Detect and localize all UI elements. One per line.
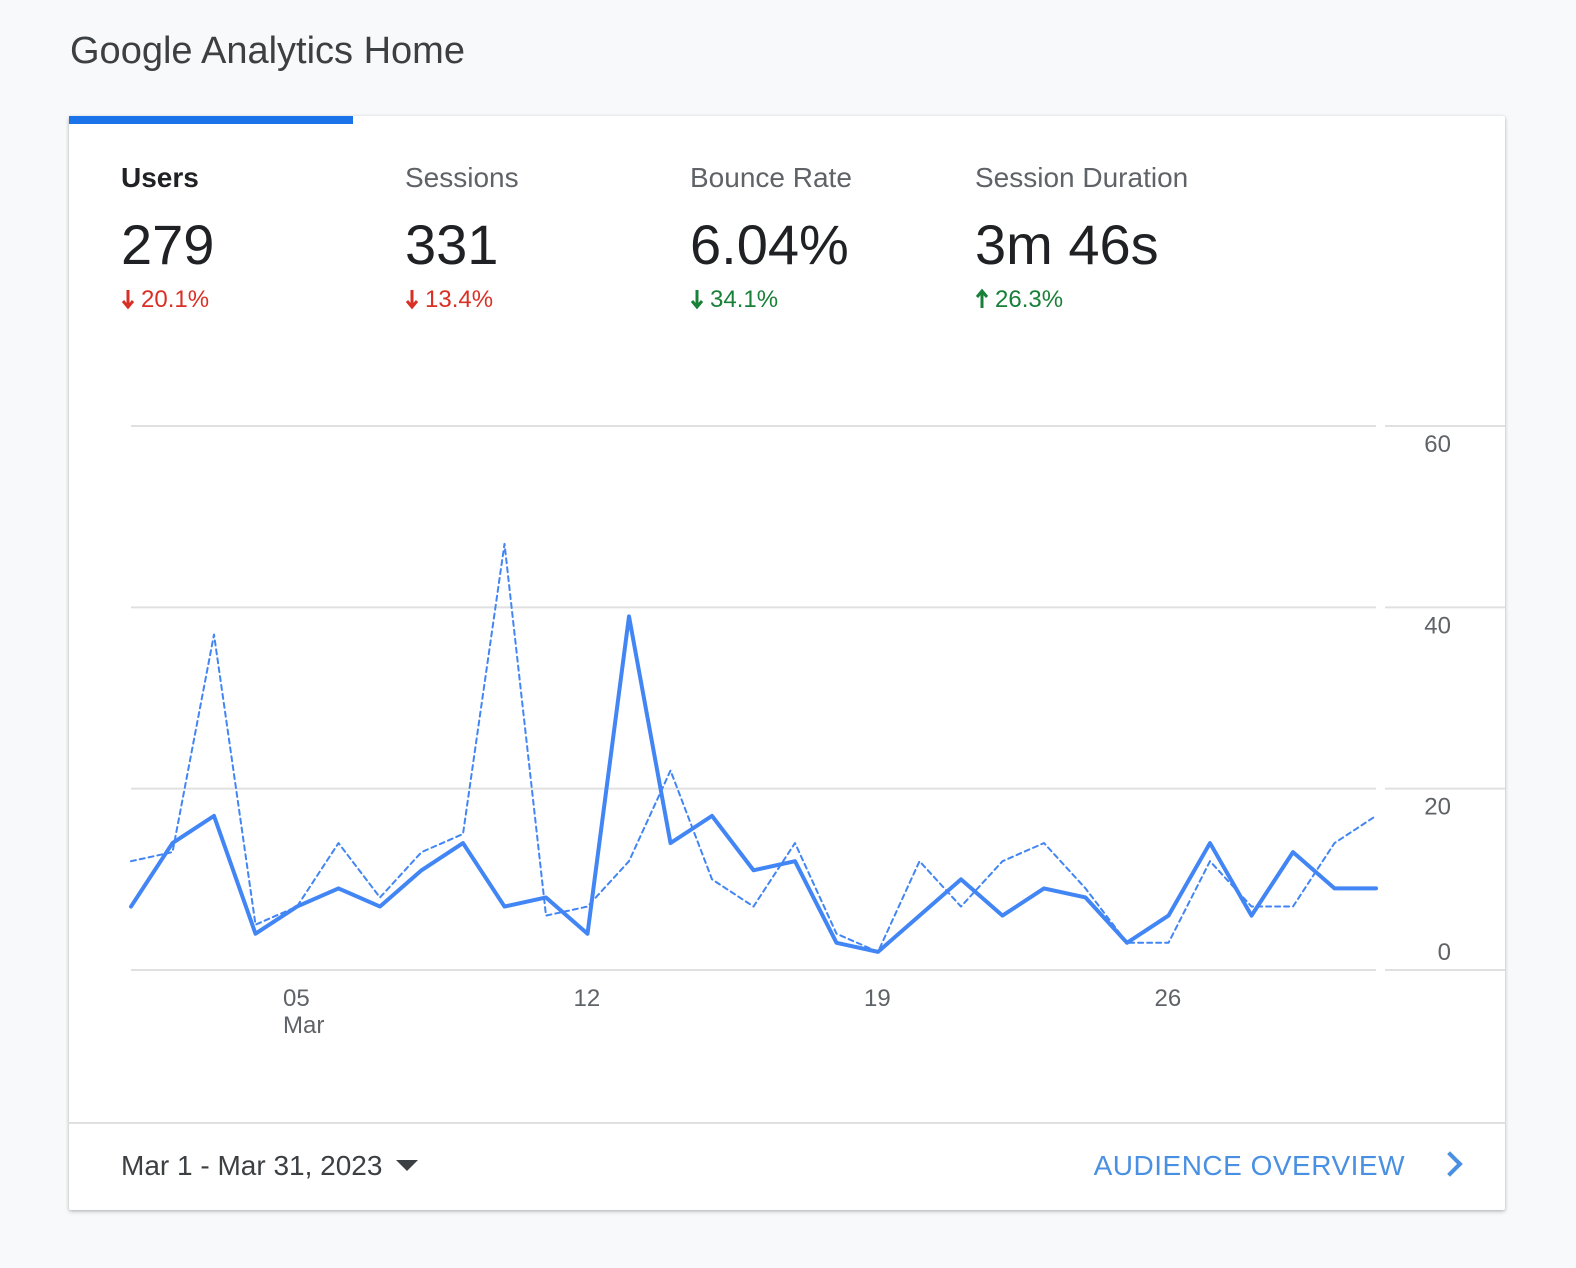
- metric-value: 3m 46s: [975, 213, 1159, 276]
- metric-label: Session Duration: [975, 162, 1189, 193]
- metric-value: 6.04%: [690, 213, 849, 276]
- arrow-down-icon: [405, 290, 419, 310]
- metric-session-duration-tab[interactable]: Session Duration 3m 46s 26.3%: [975, 160, 1255, 316]
- metric-change: 34.1%: [690, 284, 970, 316]
- caret-down-icon: [396, 1160, 419, 1171]
- date-range-label: Mar 1 - Mar 31, 2023: [121, 1150, 383, 1181]
- series-line-previous: [130, 542, 1377, 953]
- x-tick-label: 19: [864, 985, 891, 1012]
- page-title: Google Analytics Home: [70, 30, 465, 72]
- metric-label: Bounce Rate: [690, 162, 852, 193]
- metric-value: 331: [405, 213, 499, 276]
- metric-sessions-tab[interactable]: Sessions 331 13.4%: [405, 160, 685, 316]
- active-metric-indicator: [69, 116, 353, 124]
- x-tick-label: 05: [283, 985, 310, 1012]
- metric-change-value: 13.4%: [425, 286, 494, 313]
- arrow-down-icon: [690, 290, 704, 310]
- metric-bounce-rate-tab[interactable]: Bounce Rate 6.04% 34.1%: [690, 160, 970, 316]
- x-tick-sublabel: Mar: [283, 1012, 324, 1039]
- arrow-down-icon: [121, 290, 135, 310]
- metric-change-value: 20.1%: [141, 286, 210, 313]
- series-line-current: [129, 614, 1378, 954]
- metric-change: 20.1%: [121, 284, 401, 316]
- date-range-selector[interactable]: Mar 1 - Mar 31, 2023: [121, 1146, 419, 1186]
- y-tick-label: 20: [1424, 794, 1451, 821]
- metric-change-value: 34.1%: [710, 286, 779, 313]
- metric-users-tab[interactable]: Users 279 20.1%: [121, 160, 401, 316]
- metric-change-value: 26.3%: [995, 286, 1064, 313]
- metric-label: Users: [121, 162, 199, 193]
- y-tick-label: 60: [1424, 431, 1451, 458]
- metric-change: 13.4%: [405, 284, 685, 316]
- audience-overview-link[interactable]: AUDIENCE OVERVIEW: [1093, 1146, 1463, 1186]
- y-tick-label: 40: [1424, 612, 1451, 639]
- analytics-card: Users 279 20.1% Sessions 331 13.4% Bounc…: [69, 116, 1505, 1210]
- arrow-up-icon: [975, 288, 989, 308]
- audience-overview-label: AUDIENCE OVERVIEW: [1093, 1150, 1405, 1181]
- y-tick-label: 0: [1438, 939, 1451, 966]
- metric-value: 279: [121, 213, 215, 276]
- users-line-chart[interactable]: 0 20 40 60 05 Mar 12 19 26: [69, 396, 1505, 1096]
- metric-label: Sessions: [405, 162, 519, 193]
- footer-divider: [69, 1122, 1505, 1124]
- chevron-right-icon: [1437, 1151, 1463, 1177]
- x-tick-label: 26: [1155, 985, 1182, 1012]
- metric-change: 26.3%: [975, 284, 1255, 316]
- x-tick-label: 12: [574, 985, 601, 1012]
